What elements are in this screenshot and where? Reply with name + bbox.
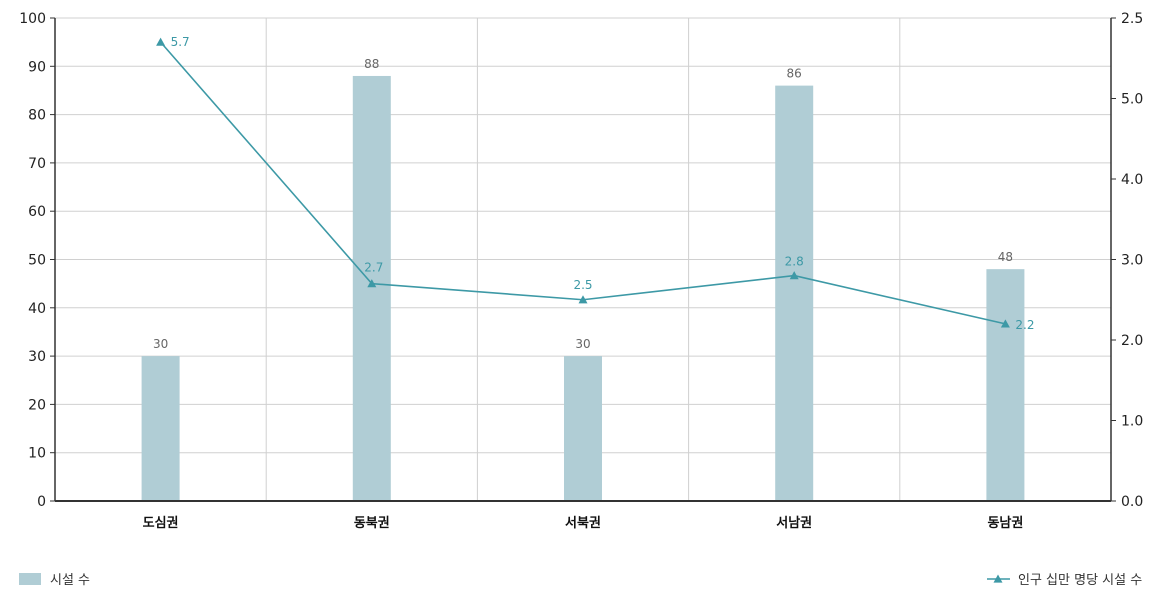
data-labels: 30 88 30 86 48 5.7 2.7 2.5 2.8 2.2 — [153, 35, 1035, 351]
line-value-label: 2.8 — [785, 255, 804, 269]
legend-line-label: 인구 십만 명당 시설 수 — [1018, 573, 1142, 588]
left-axis-tick-label: 80 — [28, 108, 46, 124]
bar-동남권 — [986, 269, 1025, 501]
line-value-label: 2.5 — [573, 278, 592, 292]
bar-value-label: 88 — [364, 57, 379, 71]
bar-value-label: 86 — [787, 67, 802, 81]
bar-series — [141, 75, 1025, 502]
left-axis-tick-label: 20 — [28, 397, 46, 413]
left-axis-tick-label: 40 — [28, 301, 46, 317]
legend-triangle-icon — [993, 574, 1003, 583]
legend: 시설 수 인구 십만 명당 시설 수 — [19, 573, 1142, 588]
legend-bar-label: 시설 수 — [50, 573, 90, 588]
right-axis-tick-label: 2.5 — [1121, 11, 1143, 27]
bar-서남권 — [775, 85, 814, 502]
line-marker — [789, 271, 799, 280]
left-axis-tick-label: 50 — [28, 253, 46, 269]
right-axis-tick-label: 0.0 — [1121, 494, 1143, 510]
bar-서북권 — [564, 356, 602, 501]
left-axis-tick-label: 10 — [28, 446, 46, 462]
left-axis-tick-label: 30 — [28, 349, 46, 365]
line-marker — [1000, 319, 1010, 328]
right-axis-tick-label: 3.0 — [1121, 253, 1143, 269]
right-axis-tick-label: 5.0 — [1121, 92, 1143, 108]
x-axis-category-label: 서남권 — [776, 515, 812, 531]
line-value-label: 2.7 — [364, 261, 383, 275]
x-axis-category-label: 동북권 — [354, 516, 390, 531]
right-axis-tick-label: 2.0 — [1121, 333, 1143, 349]
left-axis-tick-label: 60 — [28, 204, 46, 220]
left-axis-tick-label: 70 — [28, 156, 46, 172]
line-marker — [578, 295, 588, 304]
bar-value-label: 48 — [998, 250, 1013, 264]
legend-bar-swatch — [19, 573, 41, 585]
left-axis-tick-label: 100 — [19, 11, 46, 27]
x-axis-category-label: 서북권 — [565, 516, 601, 531]
left-axis-tick-label: 0 — [37, 494, 46, 510]
right-axis-tick-label: 1.0 — [1121, 414, 1143, 430]
line-value-label: 2.2 — [1015, 318, 1034, 332]
line-marker — [367, 279, 377, 288]
bar-value-label: 30 — [575, 337, 590, 351]
bar-value-label: 30 — [153, 337, 168, 351]
line-series — [156, 37, 1010, 328]
x-axis-category-label: 동남권 — [987, 515, 1023, 531]
bar-동북권 — [352, 75, 391, 502]
right-axis-tick-label: 4.0 — [1121, 172, 1143, 188]
line-marker — [156, 37, 166, 46]
axes: 0 10 20 30 40 50 60 70 80 90 100 0.0 1.0 2.0 3.0 4.0 5.0… — [19, 11, 1143, 531]
grid — [55, 17, 1111, 501]
bar-도심권 — [141, 356, 180, 501]
left-axis-tick-label: 90 — [28, 59, 46, 75]
x-axis-category-label: 도심권 — [143, 515, 179, 531]
line-value-label: 5.7 — [171, 35, 190, 49]
